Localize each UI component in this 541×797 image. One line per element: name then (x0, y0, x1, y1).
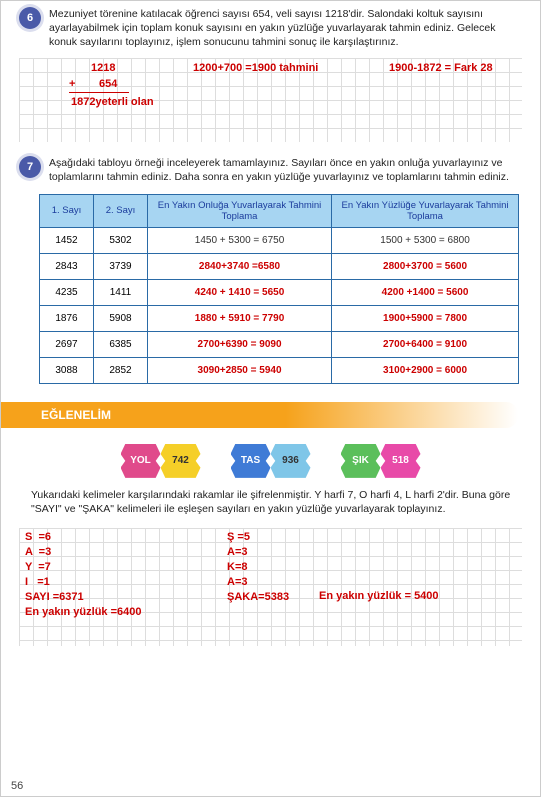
problem-7-text: Aşağıdaki tabloyu örneği inceleyerek tam… (49, 156, 526, 184)
cipher-line: En yakın yüzlük =6400 (25, 605, 141, 620)
cipher-line: SAYI =6371 (25, 590, 141, 605)
cipher-line: Y =7 (25, 560, 141, 575)
workarea-6: 1218 654 + 1872yeterli olan 1200+700 =19… (19, 58, 522, 142)
table-row: 284337392840+3740 =65802800+3700 = 5600 (40, 253, 519, 279)
th-3: En Yakın Onluğa Yuvarlayarak Tahmini Top… (148, 194, 332, 227)
estimate-text: 1200+700 =1900 tahmini (193, 62, 318, 74)
problem-6: 6 Mezuniyet törenine katılacak öğrenci s… (1, 1, 540, 54)
diff-text: 1900-1872 = Fark 28 (389, 62, 493, 74)
cipher-line: K=8 (227, 560, 289, 575)
puz-word-3: ŞIK (341, 444, 381, 478)
table-cell: 2840+3740 =6580 (148, 253, 332, 279)
cipher-line: I =1 (25, 575, 141, 590)
rounding-table: 1. Sayı 2. Sayı En Yakın Onluğa Yuvarlay… (39, 194, 519, 384)
calc-line2: 654 (99, 78, 117, 90)
calc-plus: + (69, 78, 75, 90)
table-cell: 3739 (94, 253, 148, 279)
table-cell: 4240 + 1410 = 5650 (148, 279, 332, 305)
table-cell: 6385 (94, 331, 148, 357)
calc-sum: 1872yeterli olan (71, 96, 154, 108)
cipher-line: S =6 (25, 530, 141, 545)
table-row: 187659081880 + 5910 = 77901900+5900 = 78… (40, 305, 519, 331)
problem-number-7: 7 (19, 156, 41, 178)
cipher-col1: S =6A =3Y =7I =1SAYI =6371En yakın yüzlü… (25, 530, 141, 620)
calc-line1: 1218 (91, 62, 115, 74)
cipher-col2: Ş =5A=3K=8A=3ŞAKA=5383 (227, 530, 289, 605)
table-cell: 1411 (94, 279, 148, 305)
cipher-line: A=3 (227, 545, 289, 560)
puzzle-yol: YOL 742 (121, 444, 201, 478)
table-cell: 2697 (40, 331, 94, 357)
table-cell: 2800+3700 = 5600 (332, 253, 519, 279)
th-1: 1. Sayı (40, 194, 94, 227)
table-row: 308828523090+2850 = 59403100+2900 = 6000 (40, 357, 519, 383)
table-cell: 2700+6400 = 9100 (332, 331, 519, 357)
problem-6-text: Mezuniyet törenine katılacak öğrenci say… (49, 7, 526, 50)
cipher-line: ŞAKA=5383 (227, 590, 289, 605)
puz-num-1: 742 (161, 444, 201, 478)
table-cell: 1880 + 5910 = 7790 (148, 305, 332, 331)
cipher-line: Ş =5 (227, 530, 289, 545)
table-row: 423514114240 + 1410 = 56504200 +1400 = 5… (40, 279, 519, 305)
puz-word-1: YOL (121, 444, 161, 478)
cipher-line: A =3 (25, 545, 141, 560)
puzzle-tas: TAS 936 (231, 444, 311, 478)
extra-round: En yakın yüzlük = 5400 (319, 590, 439, 602)
table-cell: 1900+5900 = 7800 (332, 305, 519, 331)
table-cell: 1452 (40, 227, 94, 253)
th-4: En Yakın Yüzlüğe Yuvarlayarak Tahmini To… (332, 194, 519, 227)
table-cell: 5908 (94, 305, 148, 331)
table-cell: 2700+6390 = 9090 (148, 331, 332, 357)
table-cell: 3100+2900 = 6000 (332, 357, 519, 383)
problem-7: 7 Aşağıdaki tabloyu örneği inceleyerek t… (1, 150, 540, 188)
puz-word-2: TAS (231, 444, 271, 478)
table-cell: 1876 (40, 305, 94, 331)
table-cell: 2852 (94, 357, 148, 383)
table-cell: 5302 (94, 227, 148, 253)
table-cell: 2843 (40, 253, 94, 279)
table-row: 269763852700+6390 = 90902700+6400 = 9100 (40, 331, 519, 357)
puzzle-row: YOL 742 TAS 936 ŞIK 518 (1, 444, 540, 478)
puz-num-3: 518 (381, 444, 421, 478)
workarea-bottom: S =6A =3Y =7I =1SAYI =6371En yakın yüzlü… (19, 528, 522, 646)
table-cell: 1450 + 5300 = 6750 (148, 227, 332, 253)
eglenelim-desc: Yukarıdaki kelimeler karşılarındaki raka… (1, 488, 540, 522)
cipher-line: A=3 (227, 575, 289, 590)
table-cell: 3090+2850 = 5940 (148, 357, 332, 383)
table-cell: 4200 +1400 = 5600 (332, 279, 519, 305)
page-number: 56 (11, 780, 23, 792)
puzzle-sik: ŞIK 518 (341, 444, 421, 478)
problem-number-6: 6 (19, 7, 41, 29)
table-cell: 1500 + 5300 = 6800 (332, 227, 519, 253)
table-row: 145253021450 + 5300 = 67501500 + 5300 = … (40, 227, 519, 253)
th-2: 2. Sayı (94, 194, 148, 227)
calc-rule (69, 92, 129, 93)
table-cell: 4235 (40, 279, 94, 305)
table-cell: 3088 (40, 357, 94, 383)
puz-num-2: 936 (271, 444, 311, 478)
eglenelim-header: EĞLENELİM (1, 402, 518, 428)
